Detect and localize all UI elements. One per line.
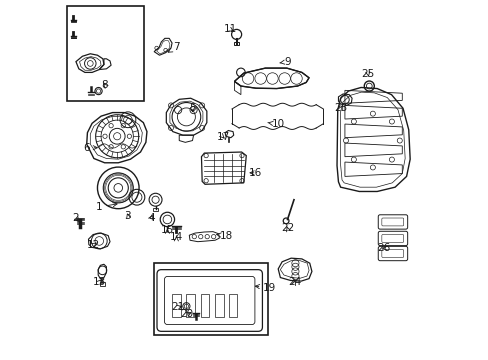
- Bar: [228, 294, 237, 317]
- Text: 26: 26: [377, 243, 390, 253]
- Text: 15: 15: [161, 225, 174, 235]
- Text: 3: 3: [124, 211, 131, 221]
- Text: 9: 9: [280, 57, 290, 67]
- Text: 24: 24: [287, 277, 301, 287]
- Bar: [153, 208, 158, 211]
- Text: 1: 1: [96, 202, 117, 212]
- Text: 7: 7: [168, 42, 179, 52]
- Bar: [67, 6, 144, 101]
- Text: 19: 19: [255, 283, 276, 293]
- Text: 17: 17: [216, 132, 229, 142]
- Text: 25: 25: [361, 69, 374, 79]
- Text: 14: 14: [169, 232, 183, 242]
- Text: 21: 21: [171, 302, 184, 312]
- Text: 2: 2: [73, 213, 79, 222]
- Text: 10: 10: [267, 120, 285, 129]
- Text: 4: 4: [148, 213, 154, 222]
- Bar: [100, 282, 105, 286]
- Bar: [201, 294, 209, 317]
- Text: 20: 20: [180, 310, 193, 319]
- Bar: [215, 294, 223, 317]
- Text: 5: 5: [189, 103, 195, 113]
- Text: 6: 6: [83, 143, 97, 153]
- Text: 16: 16: [248, 168, 262, 178]
- Text: 11: 11: [223, 24, 236, 35]
- Text: 22: 22: [280, 224, 294, 233]
- Text: 18: 18: [216, 231, 233, 240]
- Text: 8: 8: [101, 80, 108, 90]
- Text: 12: 12: [87, 239, 101, 249]
- Bar: [233, 41, 239, 45]
- Text: 13: 13: [92, 277, 106, 287]
- Bar: [154, 263, 267, 335]
- Bar: [186, 294, 195, 317]
- Text: 23: 23: [334, 103, 347, 113]
- Bar: [172, 294, 180, 317]
